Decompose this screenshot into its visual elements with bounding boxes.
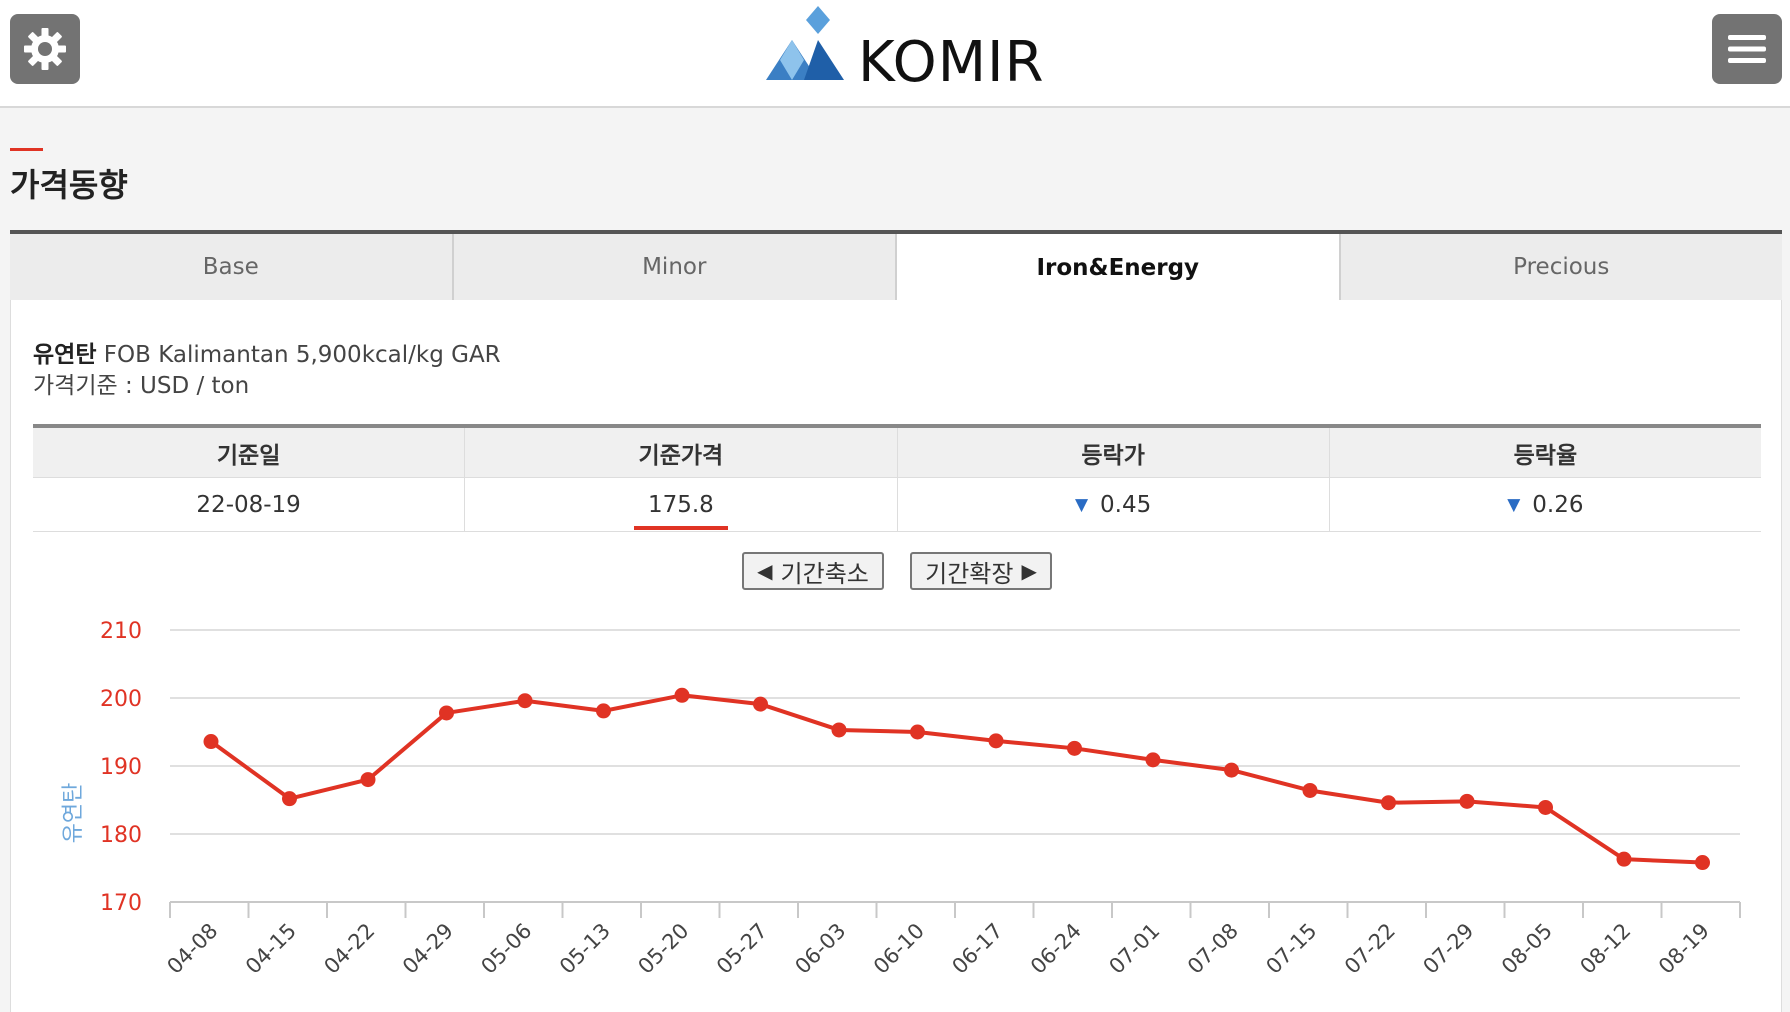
- data-point: [439, 705, 454, 721]
- cell-change: 0.45: [1100, 491, 1152, 518]
- x-tick-label: 05-06: [476, 919, 536, 979]
- app-header: KOMIR: [0, 0, 1790, 108]
- data-point: [1616, 851, 1632, 867]
- data-point: [910, 724, 925, 740]
- price-basis: 가격기준 : USD / ton: [33, 373, 250, 399]
- header-price: 기준가격: [465, 428, 898, 477]
- data-point: [517, 693, 533, 709]
- data-point: [753, 696, 768, 712]
- hamburger-icon: [1728, 35, 1766, 63]
- data-point: [674, 687, 690, 703]
- header-date: 기준일: [33, 428, 466, 477]
- x-tick-label: 07-29: [1418, 919, 1478, 979]
- x-tick-label: 06-10: [869, 919, 929, 979]
- table-row: 22-08-19 175.8 ▼ 0.45 ▼ 0.26: [33, 478, 1761, 532]
- x-tick-label: 07-01: [1104, 919, 1164, 979]
- x-tick-label: 05-20: [633, 919, 693, 979]
- data-point: [1538, 799, 1553, 815]
- data-point: [1302, 782, 1318, 798]
- page-title: 가격동향: [10, 166, 128, 204]
- data-point: [282, 791, 297, 807]
- y-tick-label: 200: [100, 687, 142, 712]
- x-tick-label: 06-03: [790, 919, 850, 979]
- logo-text: KOMIR: [858, 30, 1045, 95]
- tab-minor[interactable]: Minor: [453, 234, 897, 302]
- x-tick-label: 04-22: [319, 919, 379, 979]
- content-panel: 유연탄 FOB Kalimantan 5,900kcal/kg GAR 가격기준…: [10, 300, 1782, 1012]
- gear-icon: [24, 28, 66, 70]
- x-tick-label: 04-08: [162, 919, 222, 979]
- cell-price-wrap: 175.8: [465, 478, 898, 531]
- settings-button[interactable]: [10, 14, 80, 84]
- y-tick-label: 170: [100, 891, 142, 916]
- period-expand-label: 기간확장: [925, 559, 1014, 588]
- triangle-right-icon: ▶: [1021, 559, 1037, 583]
- price-table: 기준일 기준가격 등락가 등락율 22-08-19 175.8 ▼ 0.45 ▼…: [33, 424, 1761, 532]
- komir-logo[interactable]: KOMIR: [758, 4, 1043, 95]
- tab-precious[interactable]: Precious: [1340, 234, 1782, 302]
- header-change: 등락가: [898, 428, 1330, 477]
- x-tick-label: 08-05: [1497, 919, 1557, 979]
- tab-base[interactable]: Base: [10, 234, 454, 302]
- header-change-rate: 등락율: [1513, 442, 1578, 469]
- x-tick-label: 06-24: [1026, 919, 1086, 979]
- cell-change-wrap: ▼ 0.45: [898, 478, 1330, 531]
- x-tick-label: 04-29: [398, 919, 458, 979]
- data-point: [360, 772, 376, 788]
- menu-button[interactable]: [1712, 14, 1782, 84]
- data-point: [1381, 795, 1396, 811]
- category-tabs: Base Minor Iron&Energy Precious: [10, 230, 1782, 302]
- cell-price: 175.8: [633, 492, 728, 530]
- commodity-name: 유연탄 FOB Kalimantan 5,900kcal/kg GAR: [33, 340, 501, 371]
- down-arrow-icon: ▼: [1074, 494, 1089, 515]
- y-tick-label: 180: [100, 823, 142, 848]
- period-shrink-button[interactable]: ◀ 기간축소: [742, 552, 884, 590]
- series-line: [209, 693, 1703, 865]
- data-point: [988, 733, 1004, 749]
- data-point: [203, 734, 219, 750]
- x-tick-label: 08-19: [1654, 919, 1714, 979]
- data-point: [1459, 793, 1475, 809]
- x-tick-label: 05-13: [555, 919, 615, 979]
- x-tick-label: 07-08: [1183, 919, 1243, 979]
- y-tick-label: 190: [100, 755, 142, 780]
- commodity-spec: FOB Kalimantan 5,900kcal/kg GAR: [103, 342, 501, 368]
- commodity-info: 유연탄 FOB Kalimantan 5,900kcal/kg GAR 가격기준…: [33, 340, 501, 402]
- x-tick-label: 05-27: [712, 919, 772, 979]
- triangle-left-icon: ◀: [757, 559, 773, 583]
- cell-date: 22-08-19: [33, 478, 466, 531]
- data-point: [1145, 752, 1161, 768]
- y-axis-label: 유연탄: [61, 783, 86, 844]
- price-line-chart: 170 180 190 200 210 04-08 04-15 04-22 04-29 05-06…: [61, 619, 1741, 979]
- x-tick-label: 08-12: [1575, 919, 1635, 979]
- commodity-name-bold: 유연탄: [33, 342, 97, 368]
- data-point: [1067, 740, 1082, 756]
- down-arrow-icon: ▼: [1507, 494, 1521, 515]
- data-point: [831, 722, 847, 738]
- title-accent-bar: [10, 148, 43, 151]
- data-point: [1695, 855, 1710, 871]
- tab-iron-energy[interactable]: Iron&Energy: [897, 234, 1341, 302]
- cell-change-rate-wrap: ▼ 0.26: [1330, 478, 1761, 531]
- data-point: [596, 703, 611, 719]
- x-tick-label: 04-15: [241, 919, 301, 979]
- x-tick-label: 06-17: [947, 919, 1007, 979]
- cell-change-rate: 0.26: [1532, 491, 1584, 518]
- period-shrink-label: 기간축소: [780, 559, 869, 588]
- table-header: 기준일 기준가격 등락가 등락율: [33, 424, 1761, 478]
- x-tick-label: 07-22: [1340, 919, 1400, 979]
- x-tick-label: 07-15: [1261, 919, 1321, 979]
- period-expand-button[interactable]: 기간확장 ▶: [910, 552, 1052, 590]
- y-tick-label: 210: [100, 619, 142, 644]
- logo-mark-icon: [766, 6, 844, 80]
- data-point: [1224, 762, 1239, 778]
